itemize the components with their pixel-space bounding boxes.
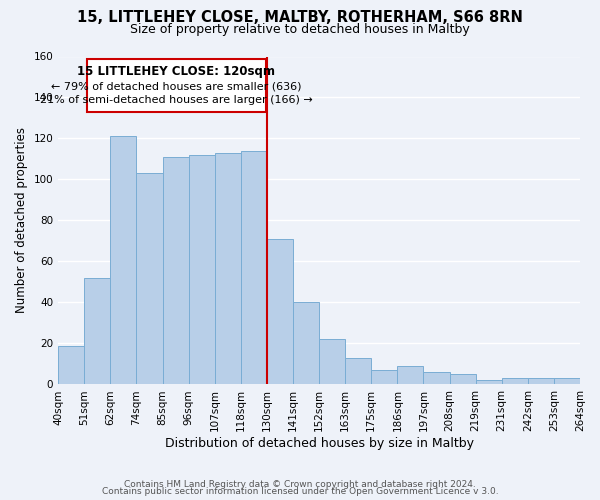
Bar	[188, 155, 215, 384]
FancyBboxPatch shape	[87, 58, 266, 112]
Bar	[136, 174, 163, 384]
Text: 21% of semi-detached houses are larger (166) →: 21% of semi-detached houses are larger (…	[40, 96, 313, 106]
Bar	[110, 136, 136, 384]
Bar	[397, 366, 424, 384]
Bar	[267, 239, 293, 384]
Bar	[371, 370, 397, 384]
Bar	[293, 302, 319, 384]
Bar	[554, 378, 580, 384]
Bar	[241, 151, 267, 384]
Bar	[84, 278, 110, 384]
Bar	[502, 378, 528, 384]
Bar	[528, 378, 554, 384]
Y-axis label: Number of detached properties: Number of detached properties	[15, 128, 28, 314]
Text: Size of property relative to detached houses in Maltby: Size of property relative to detached ho…	[130, 22, 470, 36]
Bar	[215, 153, 241, 384]
Bar	[476, 380, 502, 384]
Bar	[449, 374, 476, 384]
Text: ← 79% of detached houses are smaller (636): ← 79% of detached houses are smaller (63…	[51, 81, 301, 91]
Text: 15 LITTLEHEY CLOSE: 120sqm: 15 LITTLEHEY CLOSE: 120sqm	[77, 64, 275, 78]
Text: 15, LITTLEHEY CLOSE, MALTBY, ROTHERHAM, S66 8RN: 15, LITTLEHEY CLOSE, MALTBY, ROTHERHAM, …	[77, 10, 523, 25]
Bar	[424, 372, 449, 384]
Bar	[58, 346, 84, 385]
X-axis label: Distribution of detached houses by size in Maltby: Distribution of detached houses by size …	[164, 437, 473, 450]
Bar	[345, 358, 371, 384]
Bar	[163, 157, 188, 384]
Bar	[319, 340, 345, 384]
Text: Contains public sector information licensed under the Open Government Licence v : Contains public sector information licen…	[101, 487, 499, 496]
Text: Contains HM Land Registry data © Crown copyright and database right 2024.: Contains HM Land Registry data © Crown c…	[124, 480, 476, 489]
